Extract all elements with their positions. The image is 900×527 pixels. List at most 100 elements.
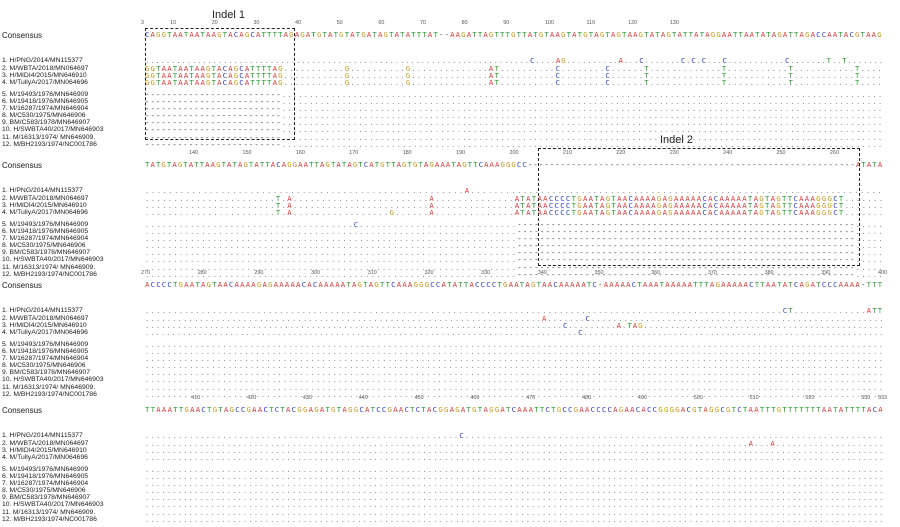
sample-sequence: .......................T.A..............… <box>145 202 882 210</box>
sample-sequence: ........................................… <box>145 432 882 440</box>
sample-label: 8. M/C530/1975/MN646906 <box>2 362 86 369</box>
ruler-tick-label: 140 <box>189 150 199 156</box>
sample-sequence: ........................................… <box>145 376 882 384</box>
sample-sequence: ........................................… <box>145 256 882 264</box>
sample-sequence: ........................................… <box>145 242 882 250</box>
sample-label: 7. M/16287/1974/MN646904 <box>2 355 89 362</box>
sample-label: 5. M/19493/1976/MN646909 <box>2 91 89 98</box>
ruler-tick-label: 60 <box>378 20 385 26</box>
sample-label: 5. M/19493/1976/MN646909 <box>2 341 89 348</box>
sample-sequence: .......................T.A..............… <box>145 209 882 217</box>
sample-sequence: ........................................… <box>145 473 882 481</box>
sample-sequence: GGTAATAATAAGTACAGCATTTTAG...........G...… <box>145 65 882 73</box>
position-ruler: 3 10 20 30 40 50 60 70 80 90 100 110 120 130 <box>0 20 900 30</box>
ruler-tick-label: 80 <box>461 20 468 26</box>
indel-2-box <box>538 148 860 266</box>
sample-label: 6. M/19418/1976/MN646905 <box>2 348 89 355</box>
sample-sequence: ........................................… <box>145 480 882 488</box>
ruler-tick-label: 410 <box>191 395 201 401</box>
sample-label: 10. H/SWBTA40/2017/MN646903 <box>2 501 104 508</box>
ruler-tick-label: 370 <box>707 270 717 276</box>
sample-sequence: GGTAATAATAAGTACAGCATTTTAG...........G...… <box>145 79 882 87</box>
ruler-tick-label: 320 <box>424 270 434 276</box>
indel-2-label: Indel 2 <box>660 134 694 146</box>
sample-sequence: -------------------------...............… <box>145 119 882 127</box>
sample-sequence: ........................................… <box>145 271 882 279</box>
ruler-tick-label: 500 <box>693 395 703 401</box>
sample-sequence: ........................................… <box>145 348 882 356</box>
sample-label: 2. M/WBTA/2018/MN064697 <box>2 315 89 322</box>
sample-label: 2. M/WBTA/2018/MN064697 <box>2 440 89 447</box>
sample-label: 11. M/16313/1974/ MN646909. <box>2 384 96 391</box>
sample-label: 9. BM/C583/1978/MN646907 <box>2 119 91 126</box>
ruler-tick-label: 520 <box>805 395 815 401</box>
ruler-tick-label: 240 <box>723 150 733 156</box>
sample-sequence: ........................................… <box>145 384 882 392</box>
sample-label: 11. M/16313/1974/ MN646909. <box>2 509 96 516</box>
ruler-tick-label: 530 <box>861 395 871 401</box>
sample-label: 11. M/16313/1974/ MN646909. <box>2 264 96 271</box>
ruler-tick-label: 420 <box>247 395 257 401</box>
ruler-tick-label: 340 <box>537 270 547 276</box>
sample-sequence: ........................................… <box>145 307 882 315</box>
consensus-label: Consensus <box>2 31 43 40</box>
sample-label: 5. M/19493/1976/MN646909 <box>2 466 89 473</box>
sample-sequence: ........................................… <box>145 487 882 495</box>
sample-label: 10. H/SWBTA40/2017/MN646903 <box>2 256 104 263</box>
sample-label: 8. M/C530/1975/MN646906 <box>2 112 86 119</box>
ruler-tick-label: 390 <box>821 270 831 276</box>
ruler-tick-label: 200 <box>509 150 519 156</box>
ruler-tick-label: 220 <box>616 150 626 156</box>
ruler-tick-label: 430 <box>302 395 312 401</box>
consensus-label: Consensus <box>2 406 43 415</box>
sample-sequence: .......................T.A..............… <box>145 195 882 203</box>
sample-label: 10. H/SWBTA40/2017/MN646903 <box>2 126 104 133</box>
sample-sequence: -------------------------...............… <box>145 105 882 113</box>
sample-sequence: ........................................… <box>145 355 882 363</box>
sample-label: 1. H/PNG/2014/MN115377 <box>2 57 83 64</box>
sample-sequence: -------------------------...............… <box>145 91 882 99</box>
sample-label: 3. H/MIDI4/2015/MN646910 <box>2 447 87 454</box>
ruler-tick-label: 150 <box>242 150 252 156</box>
ruler-tick-label: 470 <box>526 395 536 401</box>
ruler-tick-label: 170 <box>349 150 359 156</box>
ruler-tick-label: 10 <box>170 20 177 26</box>
sample-sequence: .....................................C..… <box>145 221 882 229</box>
sample-sequence: -------------------------...............… <box>145 141 882 149</box>
ruler-tick-label: 300 <box>311 270 321 276</box>
ruler-tick-label: 160 <box>295 150 305 156</box>
ruler-tick-label: 90 <box>503 20 510 26</box>
sample-label: 12. M/BH2193/1974/NC001786 <box>2 391 97 398</box>
sample-label: 12. M/BH2193/1974/NC001786 <box>2 271 97 278</box>
ruler-tick-label: 110 <box>586 20 596 26</box>
sample-sequence: ........................................… <box>145 57 882 65</box>
sample-label: 7. M/16287/1974/MN646904 <box>2 105 89 112</box>
sample-sequence: ........................................… <box>145 228 882 236</box>
sample-sequence: ........................................… <box>145 264 882 272</box>
position-ruler: 270 280 290 300 310 320 330 340 350 360 370 380 390 4… <box>0 270 900 280</box>
position-ruler: 140 150 160 170 180 190 200 210 220 230 240 250 260 <box>0 150 900 160</box>
ruler-tick-label: 440 <box>358 395 368 401</box>
ruler-tick-label: 510 <box>749 395 759 401</box>
ruler-tick-label: 450 <box>414 395 424 401</box>
sample-label: 1. H/PNG/2014/MN115377 <box>2 432 83 439</box>
sample-sequence: ........................................… <box>145 329 882 337</box>
sample-label: 8. M/C530/1975/MN646906 <box>2 487 86 494</box>
ruler-tick-label: 480 <box>582 395 592 401</box>
sample-label: 6. M/19418/1976/MN646905 <box>2 228 89 235</box>
sample-label: 2. M/WBTA/2018/MN064697 <box>2 65 89 72</box>
ruler-tick-label: 400 <box>878 270 887 276</box>
sample-label: 7. M/16287/1974/MN646904 <box>2 480 89 487</box>
sample-sequence: -------------------------...............… <box>145 112 882 120</box>
sample-label: 12. M/BH2193/1974/NC001786 <box>2 516 97 523</box>
sample-label: 3. H/MIDI4/2015/MN646910 <box>2 202 87 209</box>
consensus-sequence: CAGGTAATAATAAGTACAGCATTTTAGAGATGTATGTATG… <box>145 31 882 39</box>
ruler-tick-label: 120 <box>628 20 638 26</box>
ruler-tick-label: 310 <box>367 270 377 276</box>
sample-sequence: ........................................… <box>145 235 882 243</box>
sample-label: 12. M/BH2193/1974/NC001786 <box>2 141 97 148</box>
indel-1-label: Indel 1 <box>212 9 246 21</box>
ruler-tick-label: 330 <box>481 270 491 276</box>
sample-label: 5. M/19493/1976/MN646909 <box>2 221 89 228</box>
